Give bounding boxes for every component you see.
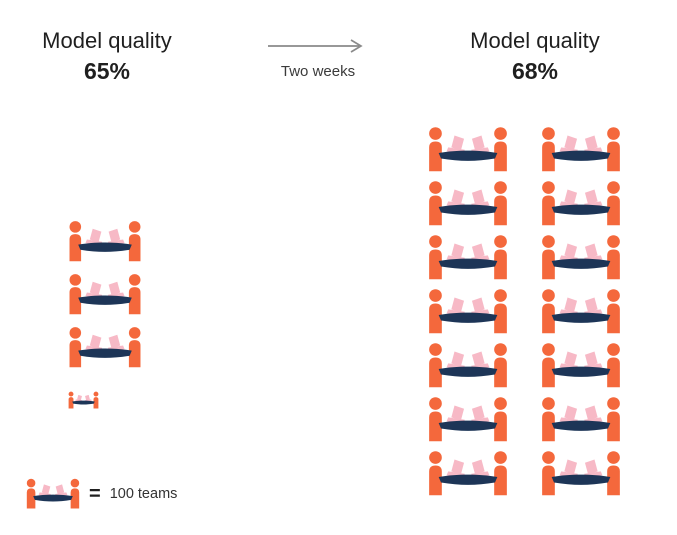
team-at-table-icon bbox=[68, 326, 142, 368]
transition-arrow-block: Two weeks bbox=[264, 38, 372, 80]
legend: = 100 teams bbox=[26, 478, 177, 509]
team-at-table-icon bbox=[68, 273, 142, 315]
team-at-table-icon bbox=[541, 450, 621, 496]
team-at-table-icon bbox=[541, 180, 621, 226]
team-at-table-icon bbox=[68, 220, 142, 262]
right-model-quality-heading: Model quality 68% bbox=[440, 28, 630, 85]
team-at-table-icon bbox=[428, 450, 508, 496]
team-at-table-icon bbox=[428, 126, 508, 172]
right-value: 68% bbox=[511, 58, 559, 85]
team-at-table-partial-icon bbox=[68, 379, 99, 421]
legend-team-icon bbox=[26, 478, 80, 509]
transition-label: Two weeks bbox=[280, 63, 356, 80]
team-at-table-icon bbox=[541, 234, 621, 280]
team-at-table-icon bbox=[428, 234, 508, 280]
team-at-table-icon bbox=[541, 126, 621, 172]
team-at-table-icon bbox=[541, 396, 621, 442]
legend-label: 100 teams bbox=[109, 485, 178, 502]
left-value: 65% bbox=[83, 58, 131, 85]
left-title: Model quality bbox=[42, 28, 172, 53]
team-at-table-icon bbox=[428, 288, 508, 334]
team-at-table-icon bbox=[541, 288, 621, 334]
team-at-table-icon bbox=[428, 180, 508, 226]
right-title: Model quality bbox=[470, 28, 600, 53]
right-arrow-icon bbox=[268, 39, 363, 53]
team-at-table-icon bbox=[541, 342, 621, 388]
left-model-quality-heading: Model quality 65% bbox=[12, 28, 202, 85]
left-pictogram-column bbox=[68, 220, 142, 421]
left-team-icons bbox=[68, 220, 142, 368]
team-at-table-icon bbox=[428, 342, 508, 388]
team-at-table-icon bbox=[428, 396, 508, 442]
equals-sign: = bbox=[89, 482, 101, 505]
right-team-icons bbox=[428, 126, 621, 496]
